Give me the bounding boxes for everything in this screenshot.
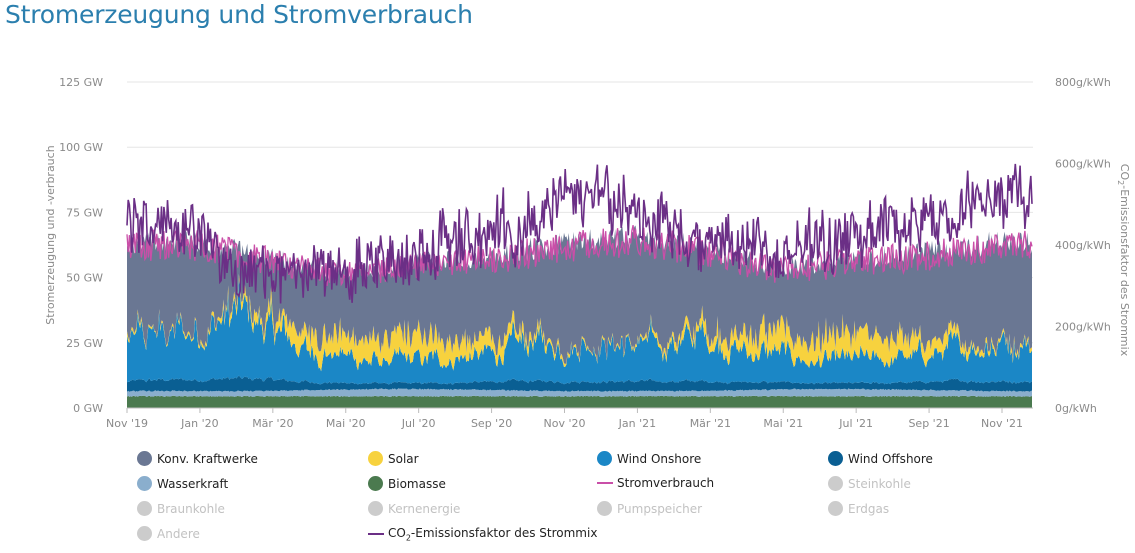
- y-tick-label: 0 GW: [73, 402, 103, 415]
- area-series-biomasse[interactable]: [127, 395, 1032, 408]
- legend-dot-icon: [828, 476, 843, 491]
- y-tick-label: 50 GW: [66, 272, 103, 285]
- y-tick-label: 25 GW: [66, 337, 103, 350]
- legend-line-icon: [368, 533, 384, 536]
- y-axis-title: Stromerzeugung und -verbrauch: [44, 145, 57, 324]
- legend-item-andere[interactable]: Andere: [137, 526, 200, 541]
- legend-dot-icon: [137, 451, 152, 466]
- legend-dot-icon: [137, 476, 152, 491]
- legend-dot-icon: [597, 501, 612, 516]
- legend-label-part: -Emissionsfaktor des Strommix: [410, 526, 598, 540]
- legend-line-icon: [597, 482, 613, 484]
- y-tick-label: 75 GW: [66, 206, 103, 219]
- x-tick-label: Mär '21: [690, 417, 731, 430]
- legend-dot-icon: [368, 476, 383, 491]
- x-tick-label: Mär '20: [252, 417, 293, 430]
- legend-dot-icon: [137, 526, 152, 541]
- area-series-solar[interactable]: [127, 274, 1032, 372]
- y2-tick-label: 800g/kWh: [1055, 76, 1111, 89]
- area-series-konv[interactable]: [127, 225, 1032, 365]
- legend-dot-icon: [137, 501, 152, 516]
- y2-axis-title: CO2-Emissionsfaktor des Strommix: [1116, 164, 1131, 357]
- legend-item-konv[interactable]: Konv. Kraftwerke: [137, 451, 258, 466]
- legend-item-co2[interactable]: CO2-Emissionsfaktor des Strommix: [368, 526, 597, 542]
- legend-label: Braunkohle: [157, 501, 225, 516]
- legend-item-solar[interactable]: Solar: [368, 451, 419, 466]
- legend-item-erdgas[interactable]: Erdgas: [828, 501, 889, 516]
- legend-label: CO2-Emissionsfaktor des Strommix: [388, 526, 597, 542]
- legend-label: Kernenergie: [388, 501, 461, 516]
- x-tick-label: Jul '20: [401, 417, 436, 430]
- legend-dot-icon: [368, 501, 383, 516]
- line-series-co2[interactable]: [126, 163, 1033, 304]
- line-series-stromverbrauch[interactable]: [126, 225, 1033, 288]
- legend-item-braunkohle[interactable]: Braunkohle: [137, 501, 225, 516]
- legend-dot-icon: [828, 451, 843, 466]
- x-tick-label: Nov '21: [981, 417, 1023, 430]
- x-tick-label: Nov '19: [106, 417, 148, 430]
- y-tick-label: 125 GW: [59, 76, 103, 89]
- legend-label: Wind Offshore: [848, 451, 933, 466]
- legend-label-part: CO: [388, 526, 406, 540]
- x-tick-label: Sep '20: [471, 417, 512, 430]
- y2-tick-label: 400g/kWh: [1055, 239, 1111, 252]
- legend-item-verbrauch[interactable]: Stromverbrauch: [597, 476, 714, 490]
- x-tick-label: Jul '21: [838, 417, 873, 430]
- area-series-wasserkraft[interactable]: [127, 388, 1032, 397]
- x-tick-label: Jan '21: [618, 417, 656, 430]
- legend-item-pumpspeicher[interactable]: Pumpspeicher: [597, 501, 702, 516]
- legend-dot-icon: [828, 501, 843, 516]
- legend-label: Erdgas: [848, 501, 890, 516]
- legend-label: Stromverbrauch: [617, 476, 715, 490]
- legend-label: Wasserkraft: [157, 476, 229, 491]
- legend-item-offshore[interactable]: Wind Offshore: [828, 451, 933, 466]
- area-series-onshore[interactable]: [127, 276, 1032, 385]
- legend-item-steinkohle[interactable]: Steinkohle: [828, 476, 911, 491]
- y2-tick-label: 600g/kWh: [1055, 158, 1111, 171]
- y2-axis-title-sub: 2: [1116, 180, 1125, 185]
- x-tick-label: Sep '21: [908, 417, 949, 430]
- legend-item-kernenergie[interactable]: Kernenergie: [368, 501, 460, 516]
- legend-label: Solar: [388, 451, 419, 466]
- legend-label: Wind Onshore: [617, 451, 702, 466]
- legend-label: Biomasse: [388, 476, 446, 491]
- legend-dot-icon: [597, 451, 612, 466]
- area-series-offshore[interactable]: [127, 375, 1032, 392]
- legend-label: Andere: [157, 526, 200, 541]
- y2-tick-label: 0g/kWh: [1055, 402, 1097, 415]
- x-tick-label: Jan '20: [180, 417, 218, 430]
- y2-axis-title-part: CO: [1118, 164, 1131, 181]
- legend-item-onshore[interactable]: Wind Onshore: [597, 451, 701, 466]
- x-tick-label: Nov '20: [544, 417, 586, 430]
- x-tick-label: Mai '20: [326, 417, 366, 430]
- y2-tick-label: 200g/kWh: [1055, 321, 1111, 334]
- legend-dot-icon: [368, 451, 383, 466]
- legend-label: Steinkohle: [848, 476, 911, 491]
- legend-label-sub: 2: [405, 533, 411, 543]
- y-tick-label: 100 GW: [59, 141, 103, 154]
- legend-item-biomasse[interactable]: Biomasse: [368, 476, 446, 491]
- page-title: Stromerzeugung und Stromverbrauch: [5, 0, 473, 29]
- legend-label: Konv. Kraftwerke: [157, 451, 258, 466]
- legend-item-wasserkraft[interactable]: Wasserkraft: [137, 476, 228, 491]
- legend-label: Pumpspeicher: [617, 501, 703, 516]
- x-tick-label: Mai '21: [763, 417, 803, 430]
- y2-axis-title-part: -Emissionsfaktor des Strommix: [1118, 185, 1131, 356]
